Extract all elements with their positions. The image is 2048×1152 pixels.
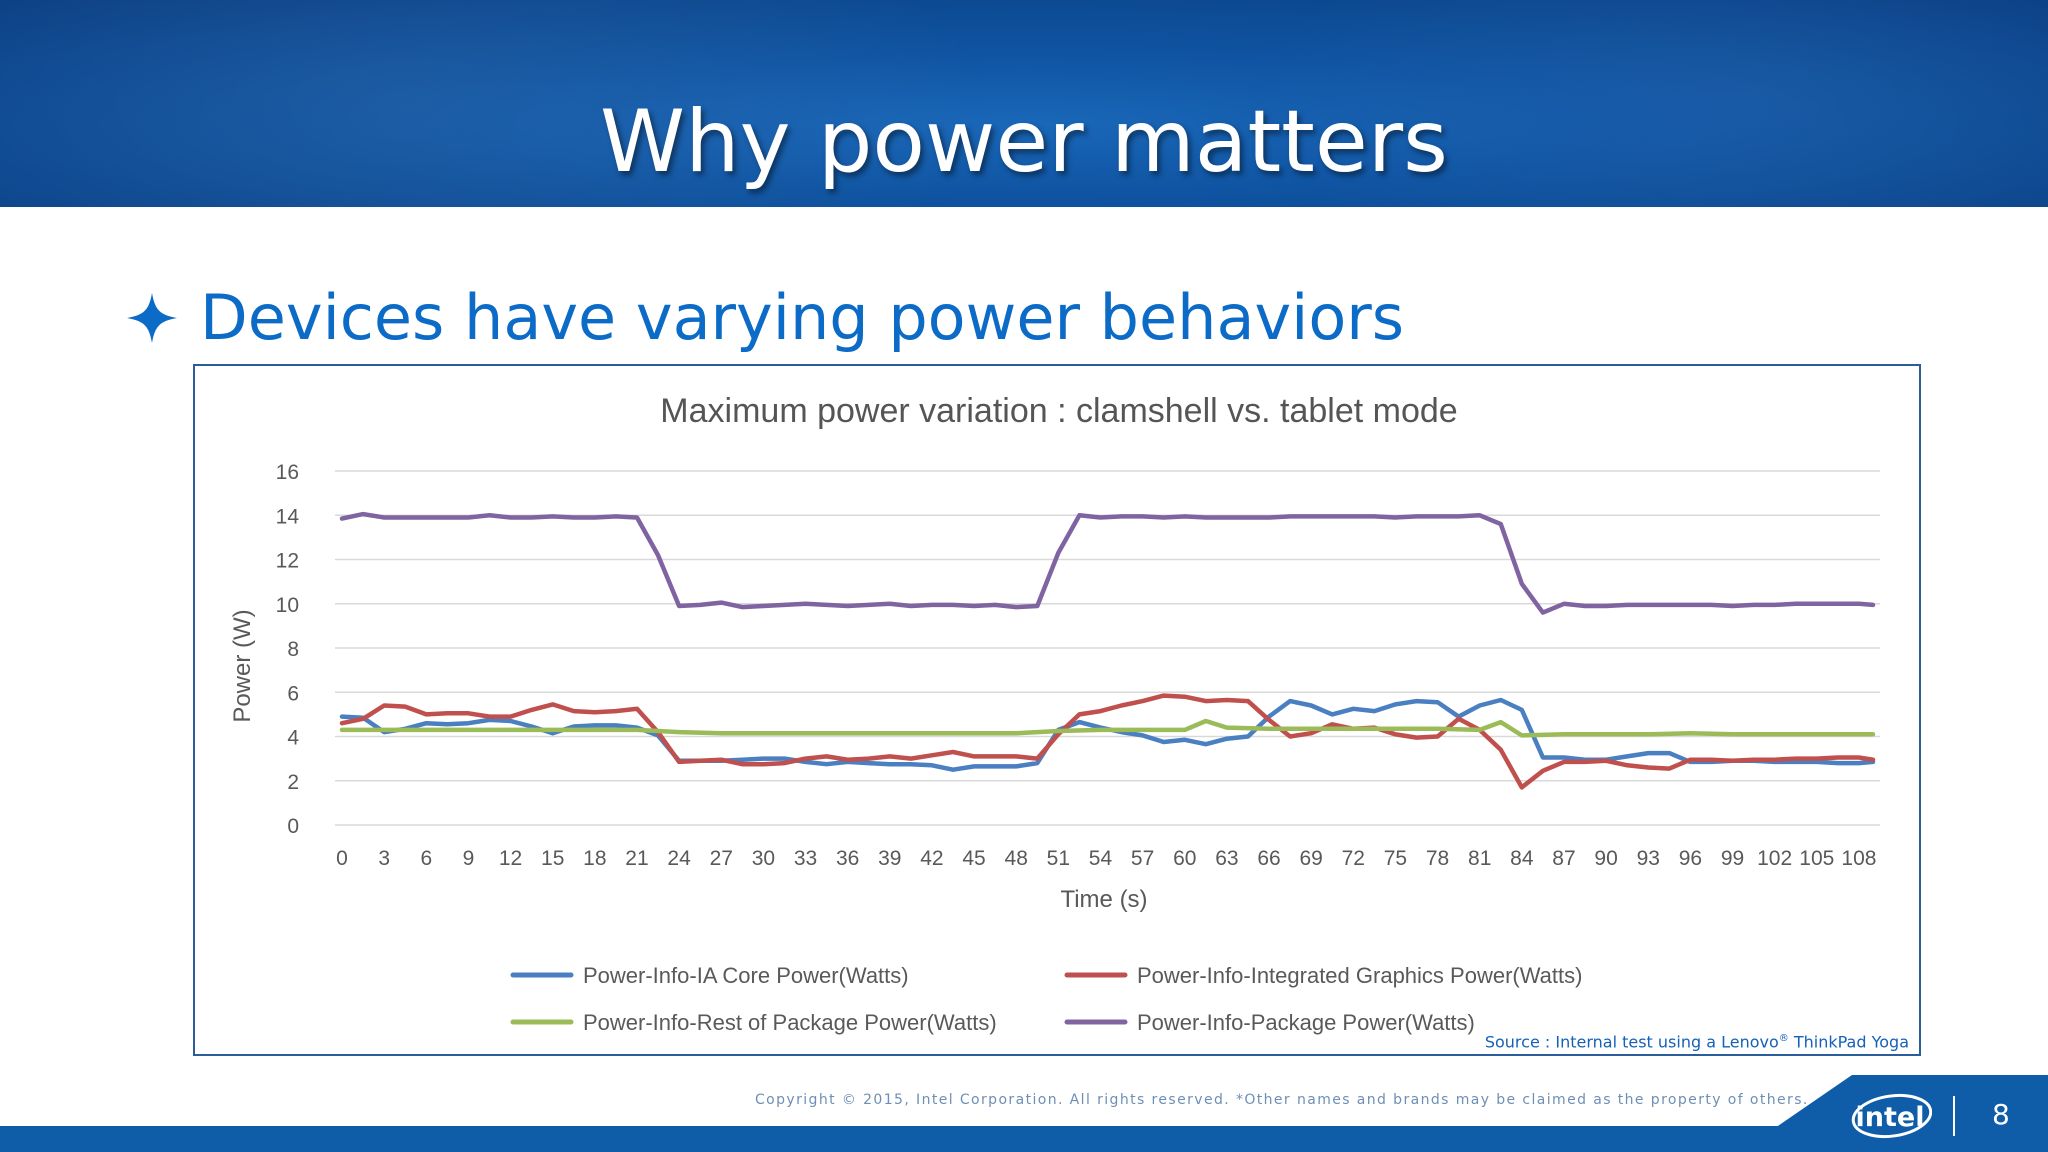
source-note: Source : Internal test using a Lenovo® T… xyxy=(1485,1029,1909,1052)
intel-logo-icon: intel xyxy=(1851,1093,1932,1139)
x-tick-label: 84 xyxy=(1510,847,1534,870)
source-prefix: Source : Internal test using a Lenovo xyxy=(1484,1032,1779,1051)
x-tick-label: 24 xyxy=(667,847,691,870)
x-tick-label: 108 xyxy=(1841,847,1876,870)
x-tick-label: 54 xyxy=(1089,847,1113,870)
y-tick-label: 14 xyxy=(276,505,300,528)
x-tick-label: 3 xyxy=(378,847,390,870)
x-tick-label: 12 xyxy=(499,847,522,870)
chart-title: Maximum power variation : clamshell vs. … xyxy=(660,392,1457,430)
chart-legend: Power-Info-IA Core Power(Watts) Power-Inf… xyxy=(510,963,1582,1035)
y-tick-label: 8 xyxy=(287,638,299,661)
x-tick-label: 99 xyxy=(1721,847,1744,870)
x-tick-labels: 0 3 6 9 12 15 18 21 24 27 30 33 36 39 42 45 48 51 54 57 60 63… xyxy=(336,847,1876,870)
y-tick-label: 16 xyxy=(276,461,299,484)
legend-label-1: Power-Info-IA Core Power(Watts) xyxy=(583,963,909,988)
four-point-star-icon xyxy=(127,293,177,343)
x-tick-label: 60 xyxy=(1173,847,1196,870)
slide-title: Why power matters xyxy=(600,92,1448,192)
footer-divider xyxy=(1953,1096,1955,1136)
intel-logo-text: intel xyxy=(1856,1102,1925,1133)
registered-mark: ® xyxy=(1778,1032,1789,1044)
x-axis-label: Time (s) xyxy=(1060,886,1147,913)
page-number: 8 xyxy=(1992,1098,2010,1131)
x-tick-label: 78 xyxy=(1426,847,1449,870)
x-tick-label: 105 xyxy=(1799,847,1834,870)
x-tick-label: 102 xyxy=(1757,847,1792,870)
legend-label-4: Power-Info-Package Power(Watts) xyxy=(1137,1010,1475,1035)
x-tick-label: 27 xyxy=(710,847,733,870)
x-tick-label: 39 xyxy=(878,847,901,870)
y-tick-labels: 0 2 4 6 8 10 12 14 16 xyxy=(276,461,300,838)
x-tick-label: 9 xyxy=(463,847,475,870)
y-tick-label: 0 xyxy=(287,815,299,838)
x-tick-label: 33 xyxy=(794,847,817,870)
x-tick-label: 63 xyxy=(1215,847,1238,870)
chart-frame: Maximum power variation : clamshell vs. … xyxy=(193,364,1921,1056)
x-tick-label: 15 xyxy=(541,847,564,870)
series-line-3 xyxy=(339,718,1876,738)
y-tick-label: 6 xyxy=(287,682,299,705)
footer-wedge xyxy=(1740,1075,2048,1152)
legend-label-3: Power-Info-Rest of Package Power(Watts) xyxy=(583,1010,997,1035)
x-tick-label: 72 xyxy=(1342,847,1365,870)
y-tick-label: 12 xyxy=(276,550,299,573)
x-tick-label: 48 xyxy=(1005,847,1028,870)
y-tick-label: 4 xyxy=(287,727,299,750)
x-tick-label: 36 xyxy=(836,847,859,870)
x-tick-label: 96 xyxy=(1679,847,1702,870)
x-tick-label: 90 xyxy=(1594,847,1617,870)
x-tick-label: 42 xyxy=(920,847,943,870)
x-tick-label: 0 xyxy=(336,847,348,870)
copyright-notice: Copyright © 2015, Intel Corporation. All… xyxy=(755,1092,1809,1108)
x-tick-label: 75 xyxy=(1384,847,1407,870)
x-tick-label: 21 xyxy=(625,847,648,870)
x-tick-label: 18 xyxy=(583,847,606,870)
x-tick-label: 69 xyxy=(1299,847,1322,870)
footer-strip xyxy=(0,1126,2048,1152)
x-tick-label: 57 xyxy=(1131,847,1154,870)
series-line-4 xyxy=(339,511,1876,615)
bullet-text: Devices have varying power behaviors xyxy=(200,281,1405,354)
x-tick-label: 66 xyxy=(1257,847,1280,870)
x-tick-label: 51 xyxy=(1047,847,1070,870)
title-banner xyxy=(0,0,2048,207)
x-tick-label: 93 xyxy=(1637,847,1660,870)
x-tick-label: 81 xyxy=(1468,847,1491,870)
series-line-2 xyxy=(339,693,1876,790)
series-lines xyxy=(339,511,1876,790)
legend-label-2: Power-Info-Integrated Graphics Power(Wat… xyxy=(1137,963,1582,988)
x-tick-label: 87 xyxy=(1552,847,1575,870)
grid-lines xyxy=(335,470,1880,826)
y-tick-label: 10 xyxy=(276,594,299,617)
x-tick-label: 30 xyxy=(752,847,775,870)
source-suffix: ThinkPad Yoga xyxy=(1788,1032,1909,1051)
line-chart: Maximum power variation : clamshell vs. … xyxy=(229,392,1880,1035)
y-axis-label: Power (W) xyxy=(229,609,256,722)
y-tick-label: 2 xyxy=(287,771,299,794)
x-tick-label: 45 xyxy=(962,847,985,870)
x-tick-label: 6 xyxy=(420,847,432,870)
